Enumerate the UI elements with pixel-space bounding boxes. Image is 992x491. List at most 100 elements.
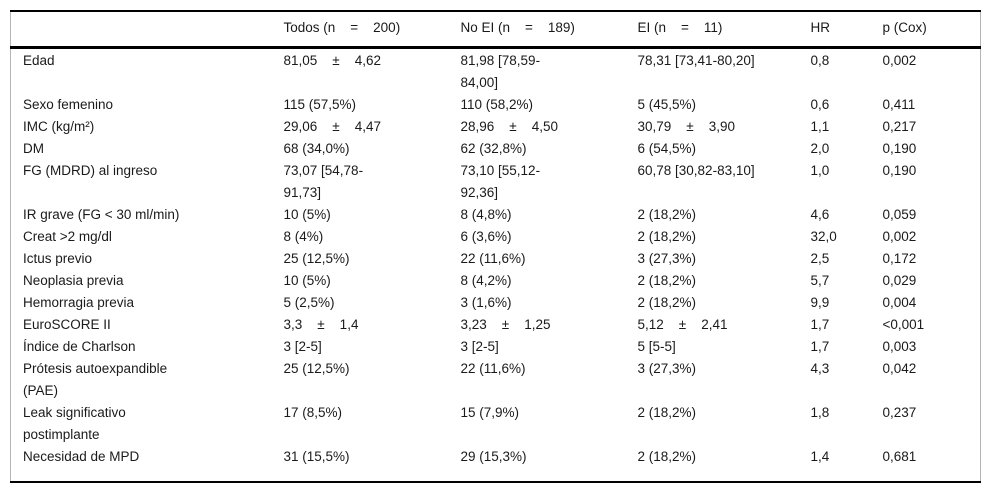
table-row: FG (MDRD) al ingreso 73,07 [54,78- 91,73]… [11,160,981,204]
cell-no-ei: 8 (4,2%) [460,273,512,288]
row-label: Neoplasia previa [23,273,124,288]
row-label: Creat >2 mg/dl [23,229,112,244]
cell-ei: 3 (27,3%) [637,361,697,376]
row-label: FG (MDRD) al ingreso [23,163,158,178]
cell-todos: 17 (8,5%) [283,405,343,420]
cell-ei: 60,78 [30,82-83,10] [637,163,755,178]
cell-p-cox: 0,003 [882,339,917,354]
cell-no-ei: 22 (11,6%) [460,361,526,376]
row-label: EuroSCORE II [23,317,111,332]
row-label: Edad [23,53,55,68]
cell-hr: 0,8 [810,53,830,68]
row-label: Índice de Charlson [23,339,136,354]
cell-hr: 1,1 [810,119,830,134]
cell-p-cox: 0,411 [882,97,916,112]
cell-no-ei: 110 (58,2%) [460,97,534,112]
cell-ei: 2 (18,2%) [637,207,697,222]
cell-no-ei: 3 (1,6%) [460,295,512,310]
cell-hr: 32,0 [810,229,837,244]
cell-p-cox: 0,042 [882,361,917,376]
cell-todos: 3,3 ± 1,4 [283,317,359,332]
table-row: Leak significativo postimplante 17 (8,5%)… [11,402,981,446]
cell-no-ei: 62 (32,8%) [460,141,527,156]
cell-p-cox: 0,681 [882,449,917,464]
cell-p-cox: 0,237 [882,405,917,420]
cell-no-ei: 8 (4,8%) [460,207,512,222]
table-row: IMC (kg/m²) 29,06 ± 4,47 28,96 ± 4,50 30,79… [11,116,981,138]
cell-ei: 5 (45,5%) [637,97,697,112]
cell-hr: 1,7 [810,339,830,354]
cell-hr: 1,8 [810,405,830,420]
row-label: Ictus previo [23,251,93,266]
table-body: Edad 81,05 ± 4,62 81,98 [78,59- 84,00] 78,3… [11,48,981,483]
cell-p-cox: 0,217 [882,119,917,134]
cell-no-ei: 29 (15,3%) [460,449,527,464]
cell-hr: 5,7 [810,273,830,288]
table-row: Prótesis autoexpandible (PAE) 25 (12,5%) 2… [11,358,981,402]
cell-ei: 2 (18,2%) [637,449,697,464]
cell-p-cox: 0,004 [882,295,917,310]
cell-todos: 73,07 [54,78- 91,73] [283,163,364,200]
cell-no-ei: 15 (7,9%) [460,405,520,420]
cell-hr: 1,0 [810,163,830,178]
cell-p-cox: 0,190 [882,163,917,178]
cell-ei: 3 (27,3%) [637,251,697,266]
cell-todos: 29,06 ± 4,47 [283,119,381,134]
cell-todos: 10 (5%) [283,273,331,288]
table-row: IR grave (FG < 30 ml/min) 10 (5%) 8 (4,8%)… [11,204,981,226]
cell-todos: 10 (5%) [283,207,331,222]
cell-todos: 25 (12,5%) [283,361,350,376]
row-label: Prótesis autoexpandible (PAE) [23,361,168,398]
cell-todos: 3 [2-5] [283,339,322,354]
cell-hr: 4,3 [810,361,830,376]
table-row: DM 68 (34,0%) 62 (32,8%) 6 (54,5%) 2,0 0,190 [11,138,981,160]
table-row: Neoplasia previa 10 (5%) 8 (4,2%) 2 (18,2%)… [11,270,981,292]
table-row: Sexo femenino 115 (57,5%) 110 (58,2%) 5 (45… [11,94,981,116]
cell-ei: 2 (18,2%) [637,405,697,420]
col-header-hr: HR [798,11,871,49]
cell-p-cox: 0,059 [882,207,917,222]
table-row: Hemorragia previa 5 (2,5%) 3 (1,6%) 2 (18,2… [11,292,981,314]
row-label: Leak significativo postimplante [23,405,126,442]
cell-todos: 115 (57,5%) [283,97,357,112]
cell-no-ei: 3,23 ± 1,25 [460,317,551,332]
cell-p-cox: 0,002 [882,53,917,68]
cell-ei: 78,31 [73,41-80,20] [637,53,755,68]
cell-ei: 2 (18,2%) [637,273,697,288]
row-label: IMC (kg/m²) [23,119,95,134]
row-label: Sexo femenino [23,97,114,112]
cell-no-ei: 73,10 [55,12- 92,36] [460,163,541,200]
row-label: Necesidad de MPD [23,449,140,464]
col-header-p-cox: p (Cox) [870,11,981,49]
cell-ei: 5,12 ± 2,41 [637,317,728,332]
cell-p-cox: 0,190 [882,141,917,156]
cell-todos: 8 (4%) [283,229,324,244]
table-row: EuroSCORE II 3,3 ± 1,4 3,23 ± 1,25 5,12 ± 2… [11,314,981,336]
cell-todos: 81,05 ± 4,62 [283,53,381,68]
col-header-no-ei: No EI (n = 189) [448,11,626,49]
cell-ei: 2 (18,2%) [637,295,697,310]
cell-hr: 1,7 [810,317,830,332]
cell-hr: 9,9 [810,295,830,310]
cell-todos: 5 (2,5%) [283,295,335,310]
col-header-todos: Todos (n = 200) [271,11,449,49]
row-label: DM [23,141,44,156]
table-row: Índice de Charlson 3 [2-5] 3 [2-5] 5 [5-5] 1… [11,336,981,358]
table-row: Creat >2 mg/dl 8 (4%) 6 (3,6%) 2 (18,2%) 32,… [11,226,981,248]
cell-p-cox: 0,029 [882,273,917,288]
col-header-ei: EI (n = 11) [625,11,799,49]
cell-no-ei: 3 [2-5] [460,339,499,354]
row-label: IR grave (FG < 30 ml/min) [23,207,180,222]
cell-hr: 0,6 [810,97,830,112]
clinical-outcomes-table: Todos (n = 200) No EI (n = 189) EI (n = … [10,10,981,483]
cell-p-cox: <0,001 [882,317,925,332]
cell-no-ei: 81,98 [78,59- 84,00] [460,53,541,90]
cell-todos: 31 (15,5%) [283,449,350,464]
cell-todos: 68 (34,0%) [283,141,350,156]
cell-hr: 1,4 [810,449,830,464]
table-row: Necesidad de MPD 31 (15,5%) 29 (15,3%) 2 (1… [11,446,981,482]
cell-ei: 5 [5-5] [637,339,676,354]
cell-no-ei: 28,96 ± 4,50 [460,119,558,134]
cell-ei: 6 (54,5%) [637,141,697,156]
